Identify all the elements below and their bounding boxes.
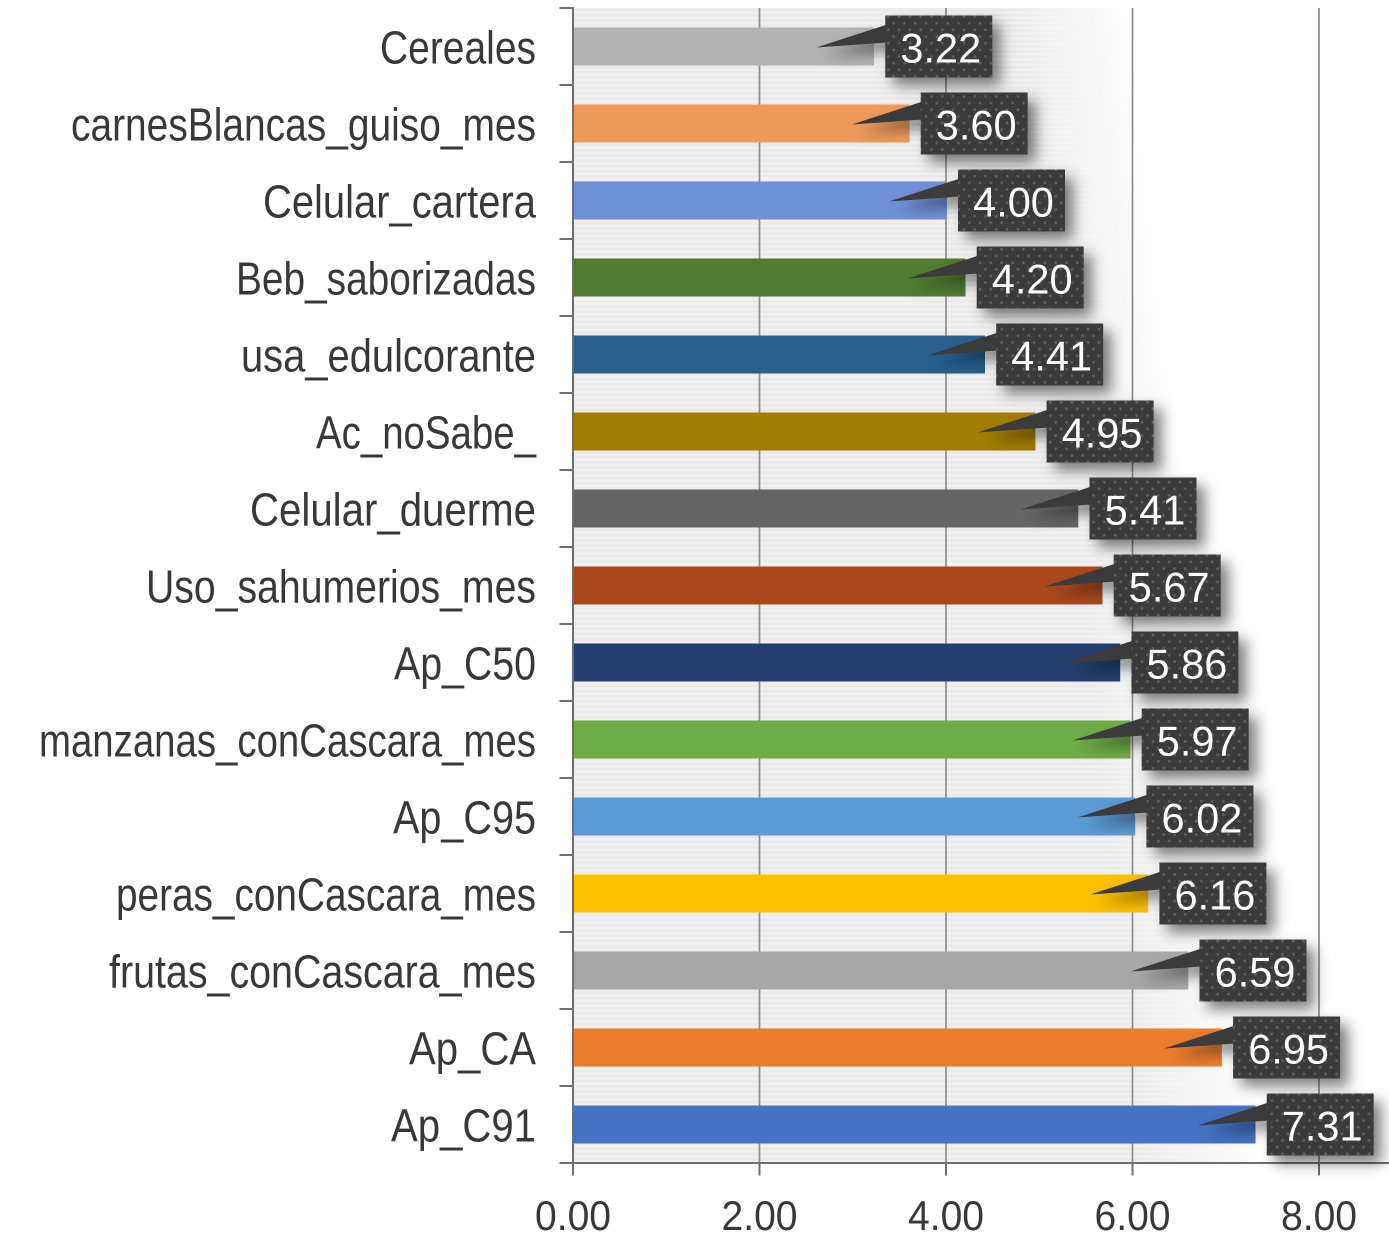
svg-text:4.00: 4.00 — [973, 179, 1054, 226]
svg-text:6.16: 6.16 — [1175, 872, 1256, 919]
svg-text:6.00: 6.00 — [1095, 1192, 1171, 1239]
svg-text:6.95: 6.95 — [1248, 1026, 1329, 1073]
svg-text:0.00: 0.00 — [535, 1192, 611, 1239]
svg-text:Ap_C95: Ap_C95 — [393, 792, 536, 844]
svg-text:peras_conCascara_mes: peras_conCascara_mes — [116, 869, 536, 921]
svg-text:manzanas_conCascara_mes: manzanas_conCascara_mes — [39, 715, 536, 767]
svg-text:Cereales: Cereales — [380, 22, 536, 74]
svg-text:4.41: 4.41 — [1011, 333, 1092, 380]
svg-text:Celular_cartera: Celular_cartera — [263, 176, 536, 228]
svg-text:4.20: 4.20 — [992, 256, 1073, 303]
svg-text:5.41: 5.41 — [1105, 487, 1186, 534]
svg-text:Ap_C50: Ap_C50 — [394, 638, 536, 690]
svg-text:Uso_sahumerios_mes: Uso_sahumerios_mes — [146, 561, 536, 613]
svg-text:8.00: 8.00 — [1281, 1192, 1357, 1239]
svg-text:3.60: 3.60 — [936, 102, 1017, 149]
svg-text:4.95: 4.95 — [1062, 410, 1143, 457]
svg-text:2.00: 2.00 — [722, 1192, 798, 1239]
svg-text:carnesBlancas_guiso_mes: carnesBlancas_guiso_mes — [71, 99, 536, 151]
svg-text:Ac_noSabe_: Ac_noSabe_ — [316, 407, 537, 459]
svg-text:usa_edulcorante: usa_edulcorante — [241, 330, 536, 382]
svg-text:6.02: 6.02 — [1162, 795, 1243, 842]
svg-text:3.22: 3.22 — [900, 25, 981, 72]
svg-text:Beb_saborizadas: Beb_saborizadas — [236, 253, 536, 305]
svg-text:Ap_C91: Ap_C91 — [391, 1100, 536, 1152]
svg-text:6.59: 6.59 — [1215, 949, 1296, 996]
svg-text:5.67: 5.67 — [1129, 564, 1210, 611]
svg-text:Ap_CA: Ap_CA — [409, 1023, 536, 1075]
svg-text:Celular_duerme: Celular_duerme — [250, 484, 536, 536]
svg-text:7.31: 7.31 — [1282, 1103, 1363, 1150]
svg-text:4.00: 4.00 — [908, 1192, 984, 1239]
svg-text:5.86: 5.86 — [1147, 641, 1228, 688]
svg-text:frutas_conCascara_mes: frutas_conCascara_mes — [109, 946, 536, 998]
svg-text:5.97: 5.97 — [1157, 718, 1238, 765]
